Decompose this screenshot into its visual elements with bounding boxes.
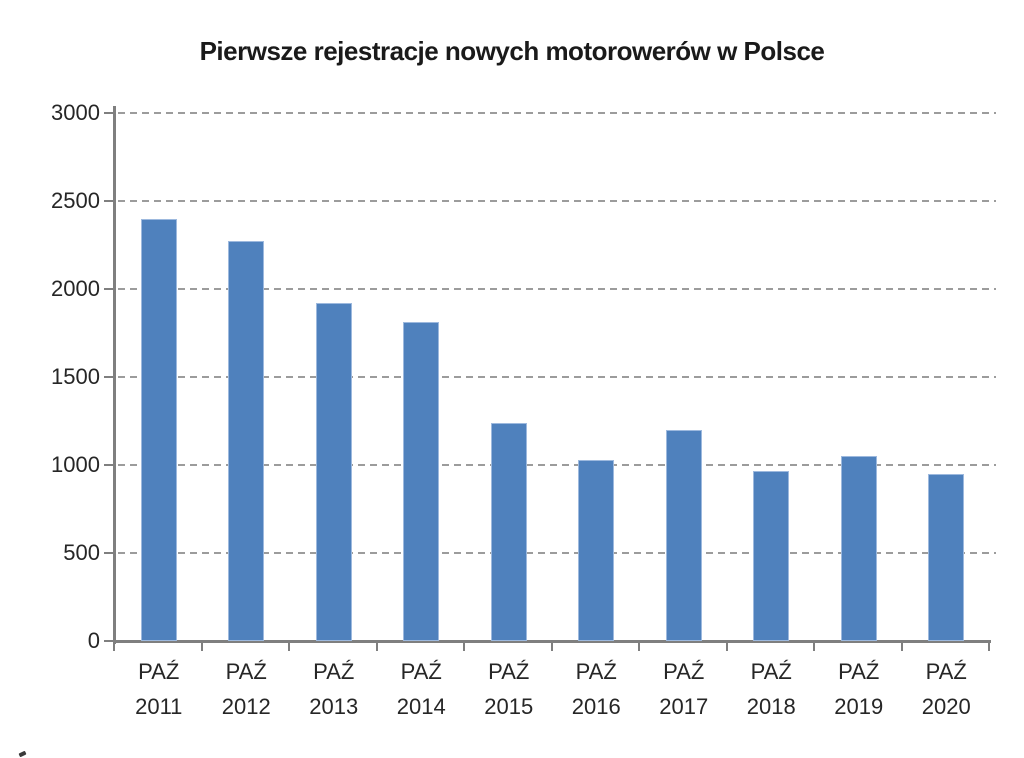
y-axis-tick-label: 0 [87, 628, 100, 653]
y-gridline [118, 288, 996, 290]
bar-paz-2018 [753, 471, 790, 641]
x-axis-label: PAŹ 2017 [640, 654, 728, 724]
y-gridline [118, 464, 996, 466]
x-axis-tick [288, 641, 290, 651]
x-axis-tick [463, 641, 465, 651]
x-axis-tick [550, 641, 553, 651]
x-label-month: PAŹ [313, 659, 355, 684]
x-label-year: 2015 [484, 694, 534, 719]
x-label-month: PAŹ [838, 659, 880, 684]
bar-paz-2011 [140, 218, 177, 641]
x-label-year: 2019 [834, 694, 884, 719]
x-label-year: 2011 [135, 694, 183, 719]
chart-title: Pierwsze rejestracje nowych motorowerów … [199, 36, 825, 66]
x-axis-tick [375, 641, 378, 651]
x-axis-label: PAŹ 2011 [115, 654, 203, 724]
x-axis-tick [813, 641, 815, 651]
x-axis-tick [900, 641, 903, 651]
x-axis-tick [988, 641, 990, 651]
x-label-year: 2014 [396, 694, 446, 719]
y-axis-line [113, 106, 116, 644]
x-axis-tick [113, 641, 115, 651]
x-label-month: PAŹ [400, 659, 442, 684]
y-axis-tick-label: 500 [63, 540, 100, 565]
y-gridline [118, 376, 996, 378]
x-axis-label: PAŹ 2015 [465, 654, 553, 724]
y-axis-tick-label: 3000 [51, 100, 100, 125]
x-axis-tick [200, 641, 203, 651]
x-axis-label: PAŹ 2020 [903, 654, 991, 724]
x-label-month: PAŹ [925, 659, 967, 684]
x-axis-label: PAŹ 2014 [378, 654, 466, 724]
x-label-month: PAŹ [575, 659, 617, 684]
x-label-month: PAŹ [488, 659, 530, 684]
x-label-month: PAŹ [138, 659, 180, 684]
x-axis-tick [638, 641, 640, 651]
y-axis-tick-label: 2500 [51, 188, 100, 213]
bar-paz-2013 [315, 303, 352, 641]
bar-paz-2019 [840, 456, 877, 641]
x-label-year: 2016 [571, 694, 621, 719]
y-axis-tick [104, 200, 115, 202]
x-label-month: PAŹ [225, 659, 267, 684]
y-axis-tick [104, 640, 115, 642]
x-axis-label: PAŹ 2018 [728, 654, 816, 724]
x-label-year: 2018 [746, 694, 796, 719]
bar-paz-2012 [228, 241, 265, 641]
bar-paz-2016 [578, 459, 615, 641]
x-axis-label: PAŹ 2012 [203, 654, 291, 724]
x-axis-label: PAŹ 2019 [815, 654, 903, 724]
x-label-year: 2020 [921, 694, 971, 719]
y-gridline [118, 200, 996, 202]
y-axis-tick [104, 288, 115, 290]
y-axis-tick-label: 2000 [51, 276, 100, 301]
bar-paz-2017 [665, 429, 702, 641]
x-axis-label: PAŹ 2016 [553, 654, 641, 724]
y-axis-tick-label: 1000 [51, 452, 100, 477]
y-gridline [118, 112, 996, 114]
y-axis-tick [104, 552, 115, 554]
bar-paz-2015 [490, 422, 527, 641]
x-label-year: 2012 [221, 694, 271, 719]
bar-paz-2020 [928, 473, 965, 641]
x-label-year: 2017 [659, 694, 709, 719]
x-label-year: 2013 [309, 694, 359, 719]
y-gridline [118, 552, 996, 554]
x-axis-tick [725, 641, 728, 651]
y-axis-tick [104, 464, 115, 466]
bar-paz-2014 [403, 322, 440, 641]
y-axis-tick-label: 1500 [51, 364, 100, 389]
x-label-month: PAŹ [750, 659, 792, 684]
x-label-month: PAŹ [663, 659, 705, 684]
y-axis-tick [104, 112, 115, 114]
y-axis-tick [104, 376, 115, 378]
x-axis-label: PAŹ 2013 [290, 654, 378, 724]
